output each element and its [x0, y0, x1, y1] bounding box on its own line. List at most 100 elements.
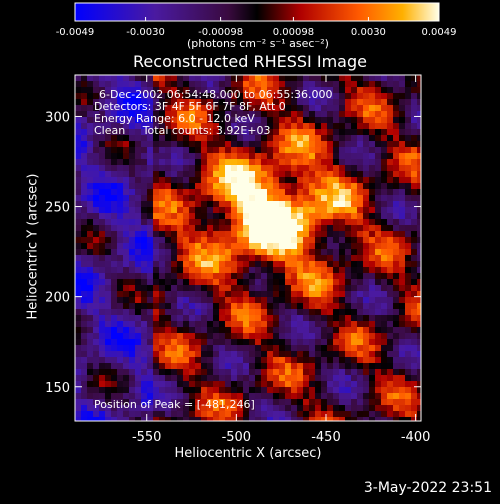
heatmap-cell — [243, 375, 250, 382]
heatmap-cell — [171, 195, 178, 202]
heatmap-cell — [363, 375, 370, 382]
heatmap-cell — [105, 195, 112, 202]
heatmap-cell — [315, 285, 322, 292]
heatmap-cell — [225, 345, 232, 352]
heatmap-cell — [231, 183, 238, 190]
heatmap-cell — [243, 159, 250, 166]
heatmap-cell — [411, 195, 418, 202]
heatmap-cell — [153, 171, 160, 178]
heatmap-cell — [153, 249, 160, 256]
heatmap-cell — [75, 183, 82, 190]
heatmap-cell — [339, 225, 346, 232]
heatmap-cell — [303, 237, 310, 244]
heatmap-cell — [153, 231, 160, 238]
heatmap-cell — [357, 195, 364, 202]
heatmap-cell — [237, 75, 244, 82]
heatmap-cell — [141, 321, 148, 328]
heatmap-cell — [309, 177, 316, 184]
heatmap-cell — [357, 213, 364, 220]
heatmap-cell — [267, 267, 274, 274]
heatmap-cell — [135, 375, 142, 382]
heatmap-cell — [369, 399, 376, 406]
heatmap-cell — [411, 411, 418, 418]
heatmap-cell — [405, 363, 412, 370]
heatmap-cell — [75, 351, 82, 358]
heatmap-cell — [183, 405, 190, 412]
heatmap-cell — [393, 99, 400, 106]
heatmap-cell — [225, 267, 232, 274]
heatmap-cell — [297, 219, 304, 226]
heatmap-cell — [213, 351, 220, 358]
heatmap-cell — [93, 207, 100, 214]
heatmap-cell — [315, 189, 322, 196]
heatmap-cell — [81, 375, 88, 382]
heatmap-cell — [225, 411, 232, 418]
heatmap-cell — [183, 159, 190, 166]
heatmap-cell — [417, 177, 421, 184]
heatmap-cell — [393, 231, 400, 238]
heatmap-cell — [321, 195, 328, 202]
heatmap-cell — [243, 135, 250, 142]
heatmap-cell — [225, 153, 232, 160]
heatmap-cell — [249, 75, 256, 82]
heatmap-cell — [237, 351, 244, 358]
heatmap-cell — [357, 417, 364, 421]
heatmap-cell — [81, 249, 88, 256]
heatmap-cell — [183, 411, 190, 418]
heatmap-cell — [225, 249, 232, 256]
heatmap-cell — [249, 381, 256, 388]
heatmap-cell — [249, 237, 256, 244]
heatmap-cell — [93, 315, 100, 322]
heatmap-cell — [363, 75, 370, 82]
heatmap-cell — [237, 159, 244, 166]
heatmap-cell — [141, 249, 148, 256]
heatmap-cell — [225, 159, 232, 166]
heatmap-cell — [381, 297, 388, 304]
heatmap-cell — [267, 87, 274, 94]
heatmap-cell — [225, 375, 232, 382]
heatmap-cell — [225, 333, 232, 340]
heatmap-cell — [99, 315, 106, 322]
heatmap-cell — [153, 387, 160, 394]
heatmap-cell — [285, 225, 292, 232]
heatmap-cell — [255, 291, 262, 298]
heatmap-cell — [387, 141, 394, 148]
heatmap-cell — [105, 411, 112, 418]
heatmap-cell — [345, 159, 352, 166]
heatmap-cell — [165, 153, 172, 160]
heatmap-cell — [99, 201, 106, 208]
heatmap-cell — [117, 111, 124, 118]
heatmap-cell — [411, 189, 418, 196]
heatmap-cell — [405, 75, 412, 82]
heatmap-cell — [411, 225, 418, 232]
heatmap-cell — [393, 75, 400, 82]
heatmap-cell — [243, 255, 250, 262]
heatmap-cell — [111, 237, 118, 244]
heatmap-cell — [351, 369, 358, 376]
heatmap-cell — [105, 255, 112, 262]
heatmap-cell — [141, 105, 148, 112]
heatmap-cell — [99, 207, 106, 214]
heatmap-cell — [387, 123, 394, 130]
heatmap-cell — [411, 81, 418, 88]
heatmap-cell — [117, 177, 124, 184]
heatmap-cell — [291, 261, 298, 268]
heatmap-cell — [183, 123, 190, 130]
heatmap-cell — [195, 111, 202, 118]
heatmap-cell — [255, 333, 262, 340]
heatmap-cell — [141, 315, 148, 322]
heatmap-cell — [111, 333, 118, 340]
heatmap-cell — [177, 327, 184, 334]
heatmap-cell — [285, 255, 292, 262]
heatmap-cell — [231, 195, 238, 202]
heatmap-cell — [285, 291, 292, 298]
heatmap-cell — [135, 345, 142, 352]
heatmap-cell — [243, 195, 250, 202]
heatmap-cell — [213, 417, 220, 421]
heatmap-cell — [141, 117, 148, 124]
heatmap-cell — [399, 303, 406, 310]
heatmap-cell — [393, 339, 400, 346]
heatmap-cell — [129, 411, 136, 418]
heatmap-cell — [189, 405, 196, 412]
heatmap-cell — [165, 363, 172, 370]
